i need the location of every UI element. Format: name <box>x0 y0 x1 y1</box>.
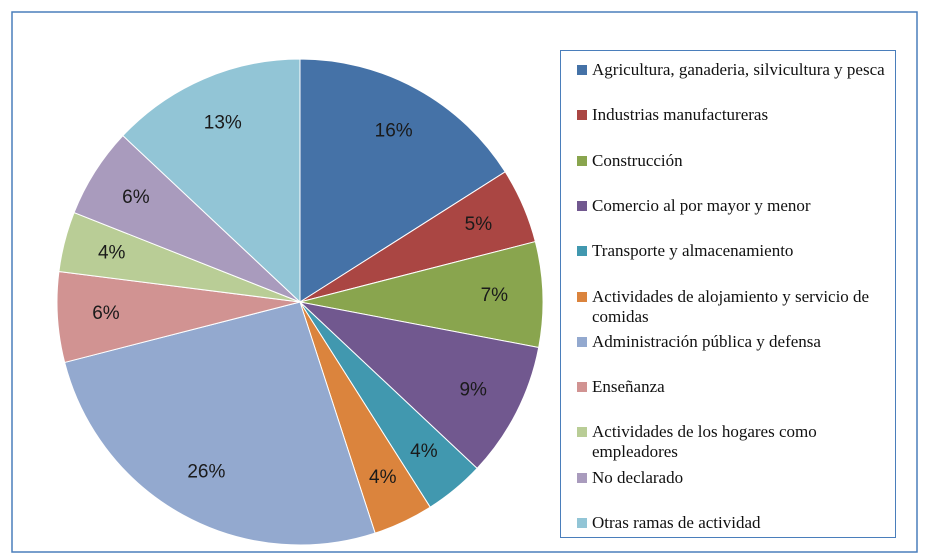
legend-swatch <box>577 65 587 75</box>
legend-label: Industrias manufactureras <box>592 105 769 125</box>
legend-entry: Construcción <box>577 151 889 171</box>
legend-label: Otras ramas de actividad <box>592 513 761 532</box>
legend-label: Construcción <box>592 150 683 170</box>
legend-swatch <box>577 291 587 302</box>
legend-label: Agricultura, ganaderia, silvicultura y p… <box>592 60 885 79</box>
legend-entry: Agricultura, ganaderia, silvicultura y p… <box>577 60 889 80</box>
legend-entry: Otras ramas de actividad <box>577 513 889 533</box>
legend-entry: Actividades de los hogares como empleado… <box>577 422 889 462</box>
legend-entry: Administración pública y defensa <box>577 332 889 352</box>
legend-swatch <box>577 336 587 347</box>
data-label: 9% <box>459 379 487 400</box>
data-label: 5% <box>465 214 493 235</box>
data-label: 26% <box>187 461 225 482</box>
chart-border <box>11 11 918 553</box>
legend-swatch <box>577 472 587 483</box>
pie-slice <box>299 240 544 349</box>
pie-slice <box>298 301 540 470</box>
data-label: 4% <box>369 467 397 488</box>
legend-swatch <box>577 246 587 257</box>
legend-label: Actividades de los hogares como empleado… <box>592 422 817 462</box>
legend: Agricultura, ganaderia, silvicultura y p… <box>560 50 896 538</box>
pie: 16% 5% 7% 9% 4% 4% 26% 6% 4% 6% 13% <box>56 58 544 546</box>
legend-label: Actividades de alojamiento y servicio de… <box>592 286 870 326</box>
data-label: 7% <box>481 285 509 306</box>
legend-swatch <box>577 427 587 438</box>
legend-swatch <box>577 382 587 393</box>
legend-swatch <box>577 200 587 211</box>
legend-label: Comercio al por mayor y menor <box>592 195 811 215</box>
data-label: 13% <box>204 113 242 134</box>
legend-label: Enseñanza <box>592 377 665 397</box>
data-label: 16% <box>375 121 413 142</box>
legend-entry: Comercio al por mayor y menor <box>577 196 889 216</box>
legend-label: No declarado <box>592 467 684 487</box>
legend-label: Transporte y almacenamiento <box>592 241 794 261</box>
data-label: 4% <box>410 441 438 462</box>
legend-label: Administración pública y defensa <box>592 331 821 351</box>
legend-entry: Actividades de alojamiento y servicio de… <box>577 287 889 327</box>
legend-entry: Enseñanza <box>577 377 889 397</box>
legend-entry: No declarado <box>577 468 889 488</box>
pie-slice <box>299 58 506 303</box>
pie-slice <box>122 58 301 304</box>
data-label: 4% <box>98 243 126 264</box>
legend-swatch <box>577 518 587 528</box>
pie-slice <box>64 301 376 546</box>
data-label: 6% <box>122 187 150 208</box>
legend-entry: Transporte y almacenamiento <box>577 241 889 261</box>
legend-swatch <box>577 155 587 166</box>
legend-swatch <box>577 110 587 121</box>
data-label: 6% <box>92 303 120 324</box>
legend-entry: Industrias manufactureras <box>577 105 889 125</box>
